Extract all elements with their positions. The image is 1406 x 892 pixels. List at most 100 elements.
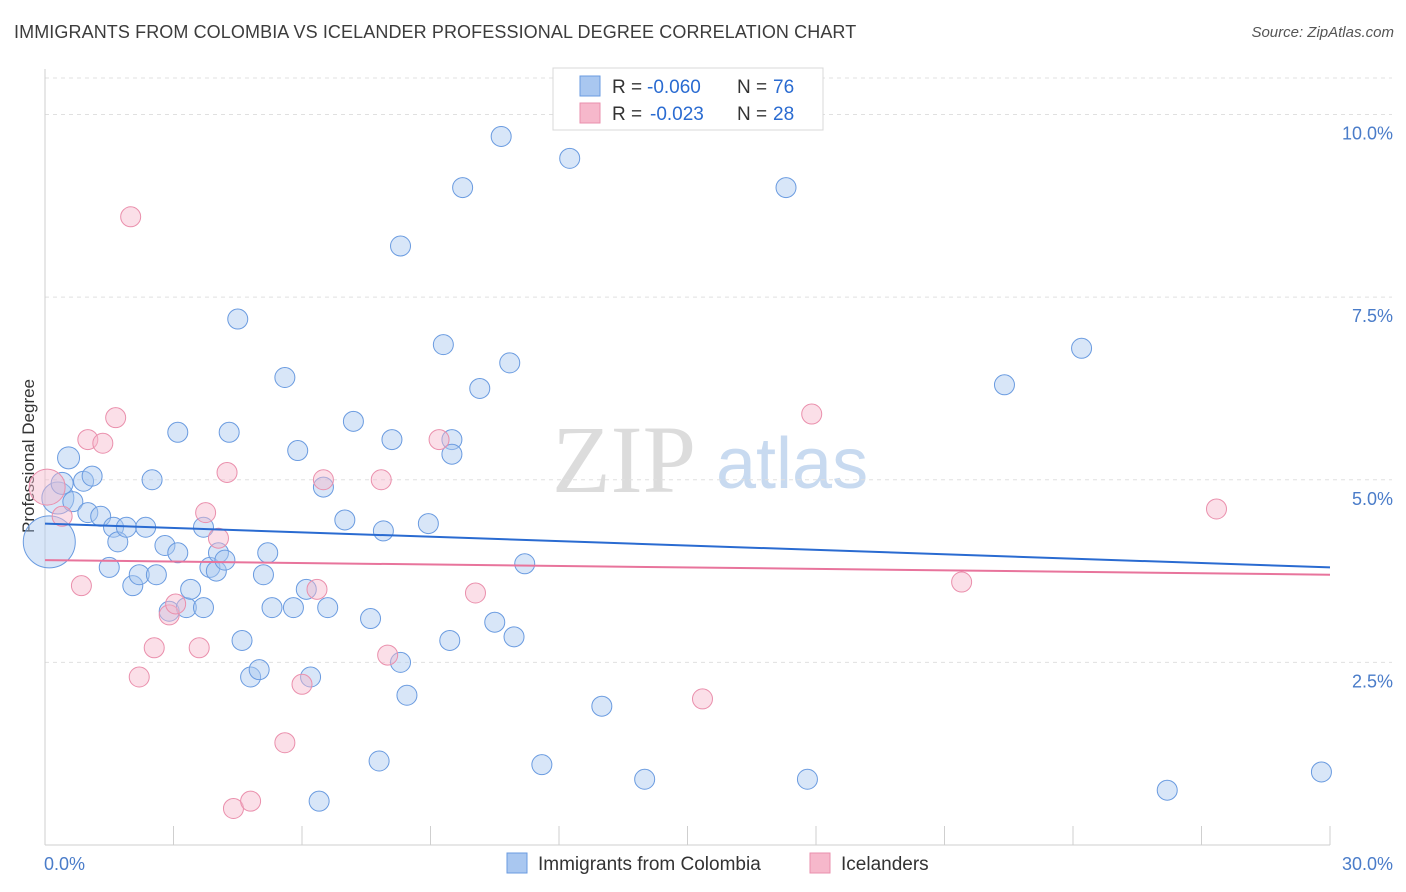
point-colombia (274, 366, 296, 388)
bottom-legend-swatch-icelanders (809, 852, 831, 874)
point-colombia (1156, 779, 1178, 801)
point-colombia (180, 578, 202, 600)
point-colombia (484, 611, 506, 633)
point-colombia (634, 768, 656, 790)
point-colombia (317, 597, 339, 619)
point-colombia (192, 597, 214, 619)
point-colombia (514, 553, 536, 575)
point-icelanders (188, 637, 210, 659)
point-icelanders (306, 578, 328, 600)
point-icelanders (240, 790, 262, 812)
point-icelanders (92, 432, 114, 454)
point-colombia (41, 481, 75, 515)
point-colombia (218, 421, 240, 443)
point-colombia (390, 651, 412, 673)
point-colombia (214, 549, 236, 571)
trend-line-icelanders (44, 559, 1331, 576)
legend-r-label-colombia: R = (612, 77, 642, 98)
point-colombia (77, 502, 99, 524)
point-icelanders (28, 468, 66, 506)
point-colombia (1071, 337, 1093, 359)
point-colombia (796, 768, 818, 790)
point-colombia (417, 513, 439, 535)
point-colombia (62, 491, 84, 513)
point-colombia (227, 308, 249, 330)
y-tick-label: 2.5% (1352, 671, 1393, 691)
point-icelanders (428, 429, 450, 451)
point-colombia (360, 608, 382, 630)
point-icelanders (70, 575, 92, 597)
point-colombia (342, 410, 364, 432)
legend-n-label-colombia: N = (737, 77, 767, 98)
point-icelanders (377, 644, 399, 666)
point-colombia (441, 429, 463, 451)
point-icelanders (370, 469, 392, 491)
legend-n-value-colombia: 76 (773, 77, 794, 98)
y-axis-label: Professional Degree (19, 379, 38, 533)
y-tick-label: 10.0% (1342, 124, 1393, 144)
point-colombia (372, 520, 394, 542)
point-colombia (775, 177, 797, 199)
point-icelanders (464, 582, 486, 604)
legend-swatch-icelanders (579, 102, 601, 124)
point-colombia (432, 334, 454, 356)
legend-box: R = -0.060 N = 76 R = -0.023 N = 28 (552, 67, 824, 131)
bottom-legend-label-colombia: Immigrants from Colombia (538, 854, 761, 875)
point-colombia (469, 377, 491, 399)
point-colombia (145, 564, 167, 586)
point-colombia (559, 147, 581, 169)
source-label: Source: ZipAtlas.com (1251, 24, 1394, 41)
point-colombia (231, 629, 253, 651)
point-colombia (22, 515, 76, 569)
point-colombia (334, 509, 356, 531)
x-tick-label-max: 30.0% (1342, 854, 1393, 874)
point-icelanders (691, 688, 713, 710)
grid-lines (45, 77, 1392, 663)
point-icelanders (120, 206, 142, 228)
point-colombia (499, 352, 521, 374)
point-colombia (381, 429, 403, 451)
point-colombia (248, 659, 270, 681)
trend-line-colombia (44, 522, 1331, 569)
point-colombia (122, 575, 144, 597)
point-colombia (257, 542, 279, 564)
point-colombia (167, 542, 189, 564)
x-axis-ticks (44, 826, 1331, 845)
legend-n-label-icelanders: N = (737, 104, 767, 125)
point-icelanders (195, 502, 217, 524)
point-icelanders (51, 505, 73, 527)
point-colombia (128, 564, 150, 586)
point-colombia (50, 471, 74, 495)
point-colombia (531, 754, 553, 776)
point-icelanders (291, 673, 313, 695)
point-icelanders (143, 637, 165, 659)
trend-lines (44, 522, 1331, 576)
legend-r-label-icelanders: R = (612, 104, 642, 125)
point-colombia (287, 440, 309, 462)
point-colombia (503, 626, 525, 648)
chart-title: IMMIGRANTS FROM COLOMBIA VS ICELANDER PR… (14, 22, 857, 42)
point-colombia (1310, 761, 1332, 783)
legend-r-value-colombia: -0.060 (647, 77, 701, 98)
point-colombia (154, 535, 176, 557)
point-colombia (282, 597, 304, 619)
point-colombia (57, 446, 81, 470)
watermark-zip: ZIP (552, 406, 696, 513)
point-icelanders (105, 407, 127, 429)
legend-r-value-icelanders: -0.023 (650, 104, 704, 125)
legend-swatch-colombia (579, 75, 601, 97)
scatter-points (22, 125, 1332, 819)
point-colombia (308, 790, 330, 812)
point-colombia (368, 750, 390, 772)
point-colombia (81, 465, 103, 487)
x-tick-label-min: 0.0% (44, 854, 85, 874)
point-colombia (312, 476, 334, 498)
point-colombia (295, 578, 317, 600)
point-icelanders (158, 604, 180, 626)
point-colombia (993, 374, 1015, 396)
point-colombia (452, 177, 474, 199)
point-icelanders (801, 403, 823, 425)
point-icelanders (312, 469, 334, 491)
point-colombia (396, 684, 418, 706)
